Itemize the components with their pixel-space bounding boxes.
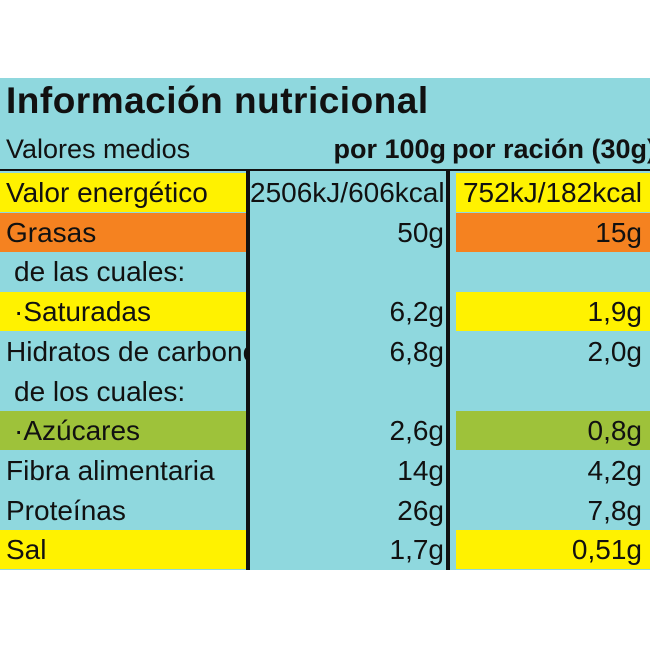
header-average-values: Valores medios [6,134,191,164]
label-title: Información nutricional [6,80,429,121]
nutrient-row: Sal 1,7g 0,51g [0,530,650,570]
nutrient-row: Valor energético 2506kJ/606kcal 752kJ/182k… [0,173,650,212]
value-per-serving: 4,2g [587,454,643,486]
value-per-100g: 1,7g [389,534,445,566]
value-per-100g: 6,2g [389,296,445,328]
value-per-serving: 2,0g [587,335,643,367]
nutrient-row: ·Saturadas 6,2g 1,9g [0,292,650,332]
value-per-serving: 15g [456,212,650,252]
value-per-serving [456,372,650,411]
column-divider-left [246,171,250,570]
value-per-serving: 752kJ/182kcal [456,173,650,212]
nutrient-name: Valor energético [0,173,246,212]
value-per-100g [250,252,446,291]
nutrient-row: Hidratos de carbono 6,8g 2,0g [0,332,650,371]
nutrient-name: ·Azúcares [0,411,246,451]
value-per-serving [456,252,650,291]
nutrient-name: de los cuales: [14,375,186,407]
nutrient-name: Hidratos de carbono [6,335,246,367]
value-per-serving: 7,8g [587,494,643,526]
value-per-100g [250,372,446,411]
value-per-100g: 14g [397,454,444,486]
nutrient-name: ·Saturadas [0,292,246,332]
nutrient-row: Fibra alimentaria 14g 4,2g [0,451,650,490]
value-per-serving: 0,51g [456,530,650,570]
header-per-serving: por ración (30g) [452,134,650,164]
nutrient-name: Fibra alimentaria [6,454,215,486]
nutrient-row: Proteínas 26g 7,8g [0,491,650,530]
nutrient-name: Sal [0,530,246,570]
value-per-100g: 26g [397,494,444,526]
header-per-100g: por 100g [333,134,446,164]
value-per-100g: 6,8g [389,335,445,367]
value-per-serving: 1,9g [456,292,650,332]
nutrient-row: de los cuales: [0,372,650,411]
nutrient-name: de las cuales: [14,256,186,288]
value-per-serving: 0,8g [456,411,650,451]
value-per-100g: 50g [397,216,444,248]
header-divider [0,169,650,171]
value-per-100g: 2,6g [389,415,445,447]
nutrient-name: Proteínas [6,494,126,526]
nutrient-row: ·Azúcares 2,6g 0,8g [0,411,650,451]
nutrition-label: Información nutricional Valores medios p… [0,78,650,570]
nutrient-name: Grasas [0,212,246,252]
value-per-100g: 2506kJ/606kcal [250,177,445,208]
column-divider-right [446,171,450,570]
nutrient-row: de las cuales: [0,252,650,291]
nutrient-row: Grasas 50g 15g [0,212,650,252]
